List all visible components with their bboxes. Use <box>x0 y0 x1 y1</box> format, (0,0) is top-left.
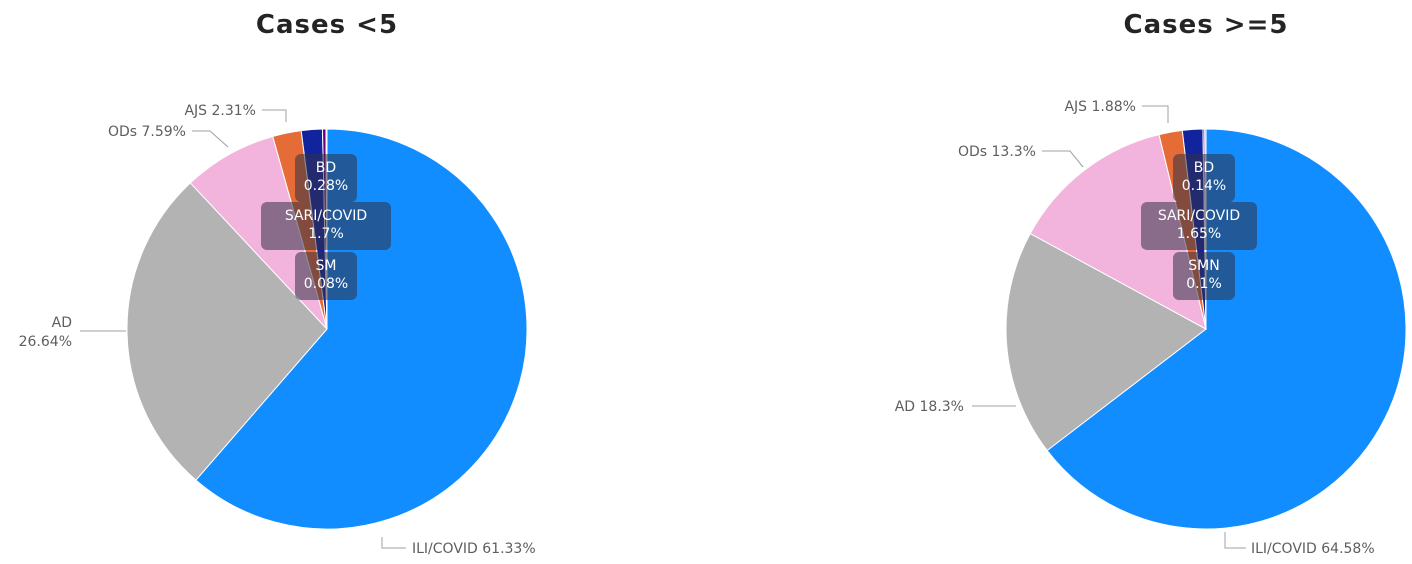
data-label-smn: SMN <box>1188 258 1219 274</box>
pie-slice-ad[interactable] <box>1005 232 1207 452</box>
data-label-box-bd <box>1173 154 1235 202</box>
data-label-sm: 0.08% <box>304 276 348 292</box>
data-label-sari-covid: 1.7% <box>308 226 344 242</box>
leader-line-ajs <box>262 109 287 122</box>
pie-slice-ods[interactable] <box>1029 133 1207 330</box>
pie-slice-ods[interactable] <box>189 135 328 330</box>
data-label-smn: 0.1% <box>1186 276 1222 292</box>
data-label-bd: 0.14% <box>1182 178 1226 194</box>
data-label-ods: ODs 13.3% <box>958 144 1036 160</box>
leader-line-ajs <box>1142 105 1169 123</box>
data-label-ad: 26.64% <box>19 334 72 350</box>
data-label-sm: SM <box>316 258 337 274</box>
chart-title: Cases >=5 <box>1124 10 1289 40</box>
data-label-bd: 0.28% <box>304 178 348 194</box>
data-label-ili-covid: ILI/COVID 64.58% <box>1251 541 1375 557</box>
data-label-bd: BD <box>1194 160 1214 176</box>
leader-line-ili-covid <box>381 537 406 549</box>
data-label-box-sari-covid <box>261 202 391 250</box>
data-label-ajs: AJS 1.88% <box>1064 99 1136 115</box>
pie-chart-under-5: Cases <5 ILI/COVID 61.33% AD 26.64% ODs 7.5… <box>19 10 536 557</box>
data-label-ad: AD <box>52 315 72 331</box>
pie-slice-ili-covid[interactable] <box>195 128 528 530</box>
pie-chart-5-and-over: Cases >=5 ILI/COVID 64.58% AD 18.3% ODs 13… <box>895 10 1407 557</box>
data-label-ili-covid: ILI/COVID 61.33% <box>412 541 536 557</box>
data-label-box-smn <box>1173 252 1235 300</box>
data-label-box-sari-covid <box>1141 202 1257 250</box>
chart-title: Cases <5 <box>256 10 398 40</box>
pie-slices <box>126 128 528 530</box>
leader-line-ods <box>1042 150 1084 168</box>
data-label-ods: ODs 7.59% <box>108 124 186 140</box>
data-label-sari-covid: SARI/COVID <box>1158 208 1240 224</box>
leader-line-ili-covid <box>1224 532 1246 549</box>
data-label-ajs: AJS 2.31% <box>184 103 256 119</box>
data-label-ad: AD 18.3% <box>895 399 964 415</box>
data-label-sari-covid: 1.65% <box>1177 226 1221 242</box>
data-label-box-bd <box>295 154 357 202</box>
data-label-bd: BD <box>316 160 336 176</box>
data-label-box-sm <box>295 252 357 300</box>
leader-line-ods <box>192 130 229 148</box>
pie-slice-ili-covid[interactable] <box>1046 128 1407 530</box>
pie-slice-ad[interactable] <box>126 182 328 481</box>
data-label-sari-covid: SARI/COVID <box>285 208 367 224</box>
